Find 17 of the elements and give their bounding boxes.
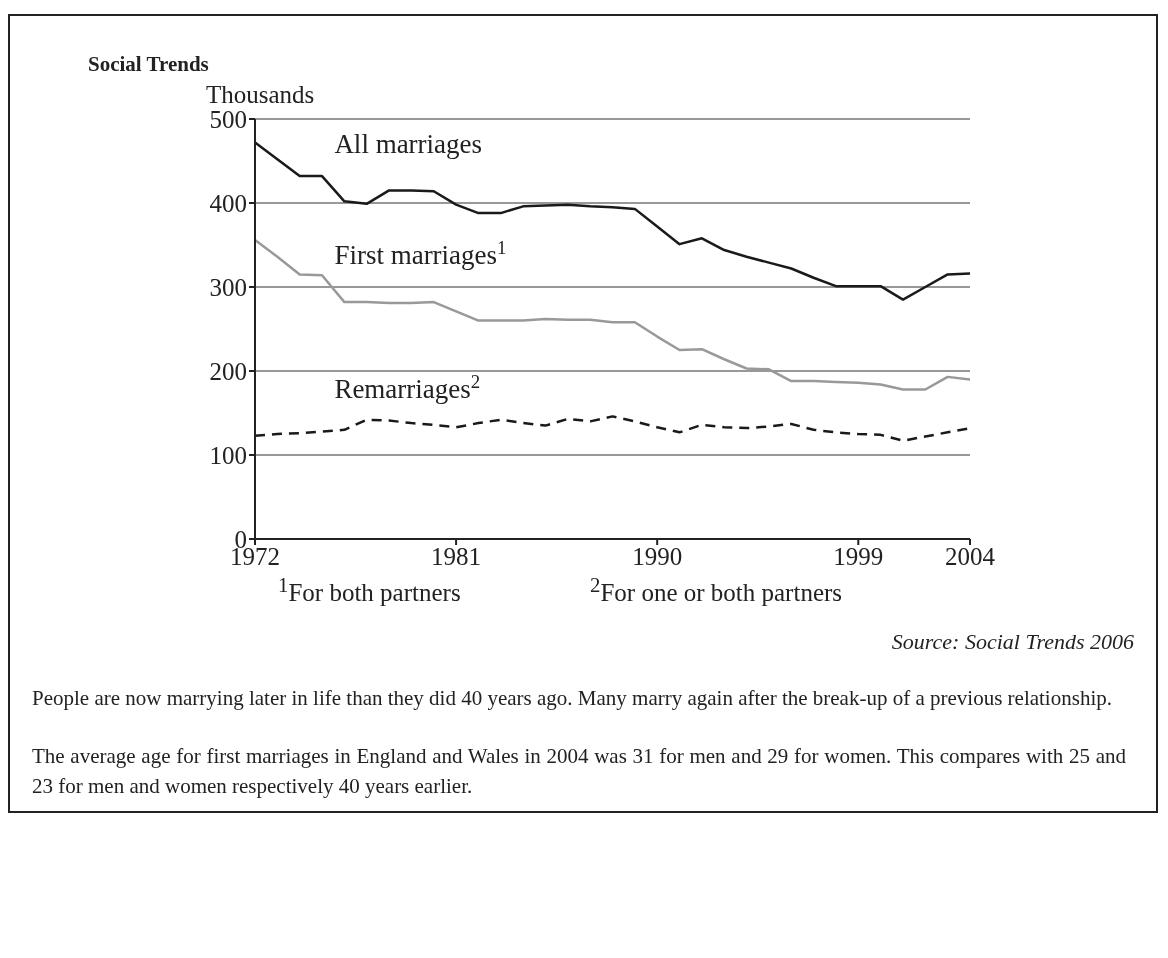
text: People are now marrying later in life than they did 40 years ago. Many marry again after the break-up of a previous relationship. [32, 686, 1112, 711]
y-tick-label: 100 [209, 441, 247, 469]
text: $^{2}$For one or both partners [590, 573, 843, 607]
series-label: All marriages [334, 129, 483, 160]
x-tick-label: 1999 [833, 542, 884, 570]
x-tick-label: 2004 [945, 542, 996, 570]
chart-title: Social Trends [87, 51, 210, 77]
text: $^{1}$For both partners [278, 573, 461, 607]
series-label: Remarriages$^{2}$ [334, 370, 481, 404]
x-tick-label: 1990 [632, 542, 683, 570]
y-tick-label: 200 [209, 357, 247, 385]
y-tick-label: 400 [209, 189, 247, 217]
y-tick-label: 300 [209, 273, 247, 301]
text: The average age for first marriages in England and Wales in 2004 was 31 for men and 29 for women. This compares with 25 and 23 for men and women respectively 40 years earlier. [32, 744, 1126, 799]
x-tick-label: 1981 [431, 542, 482, 570]
series-label: First marriages$^{1}$ [334, 236, 507, 271]
source-note: Source: Social Trends 2006 [891, 629, 1134, 655]
